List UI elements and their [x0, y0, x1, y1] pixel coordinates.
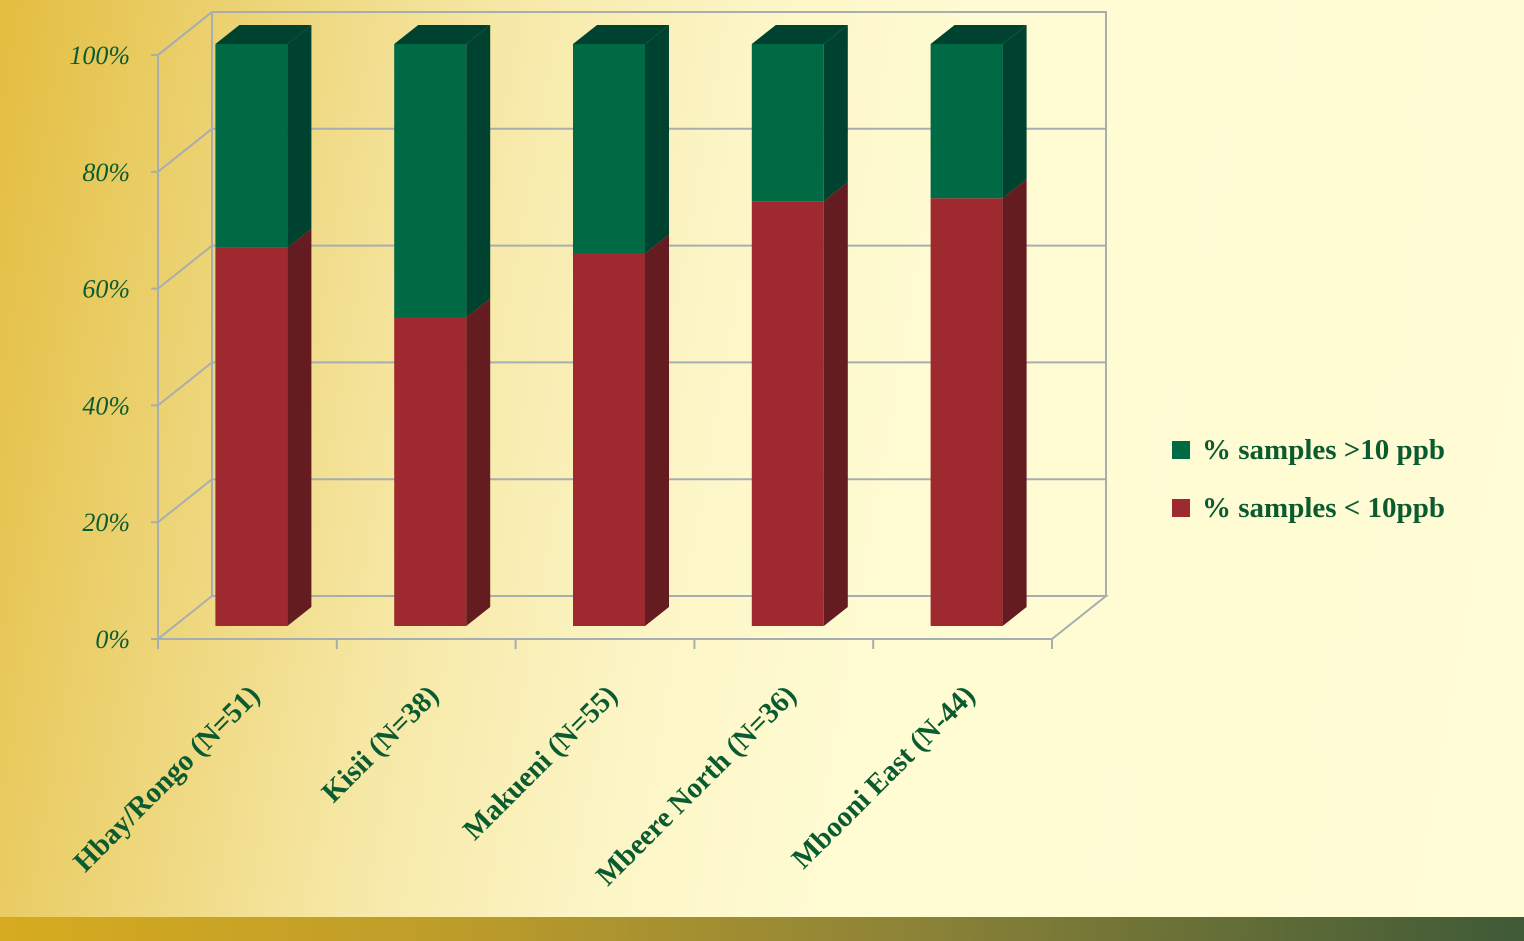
bar-side-face: [823, 25, 848, 202]
chart-bars: [215, 25, 1027, 627]
x-tick-label: Hbay/Rongo (N=51): [67, 679, 266, 878]
y-tick-label: 80%: [82, 158, 130, 187]
x-tick-label: Mbeere North (N=36): [590, 679, 803, 892]
legend-item-above-10ppb: % samples >10 ppb: [1172, 430, 1517, 470]
bar-top-face: [573, 25, 669, 44]
bar-front-face: [215, 247, 288, 626]
legend-swatch-below-10ppb: [1172, 499, 1190, 517]
bar-side-face: [287, 228, 312, 626]
bar-top-face: [930, 25, 1027, 44]
bar-side-face: [823, 182, 848, 626]
bar-segment-below-10ppb: [751, 182, 848, 626]
x-tick-label: Kisii (N=38): [316, 679, 445, 808]
legend-swatch-above-10ppb: [1172, 441, 1190, 459]
x-axis-tick-labels: Hbay/Rongo (N=51) Kisii (N=38) Makueni (N=…: [67, 679, 981, 892]
legend-label-above-10ppb: % samples >10 ppb: [1202, 433, 1445, 466]
bar-top-face: [394, 25, 491, 44]
legend-label-below-10ppb: % samples < 10ppb: [1202, 491, 1445, 524]
bar-side-face: [645, 234, 669, 626]
bar-front-face: [751, 44, 824, 202]
bar-side-face: [466, 298, 491, 626]
y-tick-label: 100%: [69, 41, 130, 70]
bar-segment-below-10ppb: [573, 234, 669, 626]
x-tick-label: Makueni (N=55): [457, 679, 624, 846]
bar-segment-above-10ppb: [751, 25, 848, 202]
bar-segment-above-10ppb: [394, 25, 491, 318]
bar-side-face: [1002, 25, 1027, 199]
bar-front-face: [751, 201, 824, 626]
bar-top-face: [215, 25, 312, 44]
bar-segment-above-10ppb: [215, 25, 312, 248]
bar-front-face: [573, 44, 645, 254]
y-tick-label: 40%: [82, 391, 130, 420]
bar-segment-above-10ppb: [930, 25, 1027, 199]
bar-side-face: [1002, 179, 1027, 627]
x-tick-label: Mbooni East (N-44): [786, 679, 982, 875]
bar-side-face: [466, 25, 491, 318]
bar-segment-below-10ppb: [215, 228, 312, 626]
y-tick-label: 60%: [82, 275, 130, 304]
bar-front-face: [394, 317, 467, 626]
bar-front-face: [930, 198, 1003, 627]
bar-front-face: [215, 44, 288, 248]
slide-footer-band: [0, 917, 1524, 941]
y-tick-label: 0%: [95, 625, 130, 654]
gridline: [157, 11, 1106, 56]
bar-front-face: [930, 44, 1003, 199]
legend-item-below-10ppb: % samples < 10ppb: [1172, 488, 1517, 528]
chart-axes: [151, 54, 1053, 649]
bar-side-face: [645, 25, 669, 254]
bar-front-face: [573, 253, 645, 626]
bar-segment-below-10ppb: [930, 179, 1027, 627]
bar-top-face: [751, 25, 848, 44]
bar-front-face: [394, 44, 467, 318]
y-axis-tick-labels: 0% 20% 40% 60% 80% 100%: [69, 41, 130, 654]
y-tick-label: 20%: [82, 508, 130, 537]
bar-side-face: [287, 25, 312, 248]
chart-legend: % samples >10 ppb % samples < 10ppb: [1172, 430, 1517, 546]
bar-segment-above-10ppb: [573, 25, 669, 254]
bar-segment-below-10ppb: [394, 298, 491, 626]
